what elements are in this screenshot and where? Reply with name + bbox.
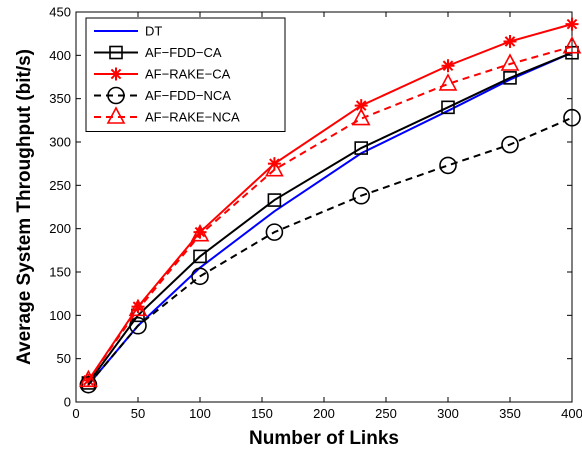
series-3: [79, 108, 581, 394]
data-point: [191, 267, 209, 286]
x-axis-label: Number of Links: [249, 428, 399, 449]
y-axis-label: Average System Throughput (bit/s): [14, 49, 35, 365]
data-point: [129, 316, 147, 335]
y-axis-ticks: 0 50 100 150 200 250 300 350 400 450: [49, 5, 572, 410]
x-tick-label: 200: [313, 406, 335, 421]
data-point: [79, 369, 98, 388]
data-point: [265, 159, 284, 177]
data-point: [265, 223, 284, 241]
data-point: [267, 193, 282, 207]
legend-marker: [107, 86, 125, 105]
data-point: [352, 186, 371, 205]
y-tick-label: 350: [49, 91, 71, 106]
series-4: [79, 35, 582, 388]
data-point: [503, 71, 517, 85]
y-tick-label: 250: [49, 178, 71, 193]
legend-item: AF−RAKE−CA: [94, 67, 231, 82]
y-tick-label: 150: [49, 265, 71, 280]
x-tick-label: 300: [437, 406, 459, 421]
series-0: [87, 51, 573, 386]
legend-item: DT: [94, 24, 162, 39]
y-tick-label: 300: [49, 135, 71, 150]
legend-marker: [106, 106, 126, 124]
legend-label: AF−RAKE−CA: [145, 67, 231, 82]
data-point: [563, 108, 581, 127]
legend-label: DT: [145, 24, 162, 39]
legend-marker: [109, 67, 123, 81]
legend-label: AF−FDD−CA: [145, 45, 222, 60]
series-line: [87, 116, 573, 386]
legend-marker: [109, 45, 123, 60]
legend-marker-stroke: [110, 68, 122, 80]
legend-label: AF−FDD−NCA: [145, 88, 231, 103]
legend-item: AF−RAKE−NCA: [94, 106, 240, 125]
series-line: [87, 45, 573, 381]
data-point: [354, 99, 368, 113]
x-tick-label: 250: [375, 406, 397, 421]
x-tick-label: 50: [131, 406, 145, 421]
legend-item: AF−FDD−NCA: [94, 86, 231, 105]
data-point: [193, 225, 207, 239]
data-point-stroke: [355, 100, 367, 111]
x-tick-label: 100: [189, 406, 211, 421]
data-point: [500, 53, 520, 71]
data-point: [441, 59, 455, 73]
y-tick-label: 200: [49, 221, 71, 236]
y-tick-label: 450: [49, 5, 71, 20]
y-tick-label: 50: [57, 351, 71, 366]
data-point: [190, 224, 210, 242]
y-tick-label: 0: [64, 395, 71, 410]
legend: DT AF−FDD−CA AF−RAKE−CA AF−FDD−NCA AF−RAKE−N…: [85, 17, 286, 132]
data-point: [565, 17, 579, 31]
data-point: [354, 141, 369, 155]
data-point: [128, 298, 148, 317]
x-tick-label: 400: [561, 406, 582, 421]
data-point-stroke: [442, 60, 454, 72]
y-tick-label: 400: [49, 48, 71, 63]
data-point: [351, 107, 371, 126]
data-point: [503, 34, 517, 48]
data-point-stroke: [566, 18, 578, 30]
legend-item: AF−FDD−CA: [94, 45, 222, 60]
data-point: [439, 156, 457, 175]
data-point-stroke: [132, 301, 144, 312]
data-point: [438, 73, 458, 91]
y-tick-label: 100: [49, 308, 71, 323]
x-tick-label: 350: [499, 406, 521, 421]
data-point: [441, 100, 455, 115]
data-point: [501, 135, 519, 154]
series-line: [87, 51, 573, 384]
series-layer: [79, 17, 582, 394]
data-point: [193, 249, 207, 264]
data-point: [562, 35, 582, 54]
x-tick-label: 0: [72, 406, 79, 421]
x-axis-ticks: 0 50 100 150 200 250 300 350 400: [72, 12, 582, 421]
data-point-stroke: [504, 36, 516, 47]
series-line: [87, 23, 573, 381]
series-line: [87, 51, 573, 386]
legend-label: AF−RAKE−NCA: [145, 110, 240, 125]
data-point: [131, 300, 145, 314]
data-point-stroke: [194, 226, 206, 238]
x-tick-label: 150: [251, 406, 273, 421]
